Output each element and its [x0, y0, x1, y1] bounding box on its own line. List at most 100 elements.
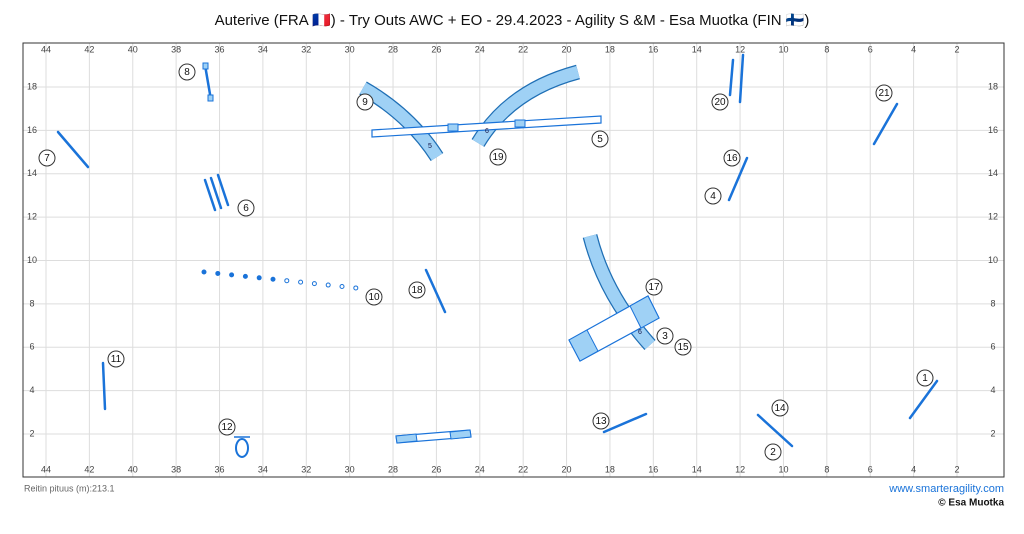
- x-tick-label: 16: [648, 44, 658, 54]
- obstacle-number: 1: [916, 369, 934, 387]
- x-tick-label: 42: [84, 464, 94, 474]
- y-tick-label: 12: [988, 212, 998, 222]
- x-tick-label: 40: [128, 44, 138, 54]
- tunnel: [583, 234, 655, 350]
- number-circle: [408, 281, 426, 299]
- number-label: 6: [243, 203, 249, 214]
- weave-pole: [311, 281, 317, 287]
- jump: [738, 53, 745, 104]
- x-tick-label: 30: [345, 44, 355, 54]
- obstacles-drawing: [56, 53, 939, 458]
- x-tick-label: 6: [868, 44, 873, 54]
- y-tick-label: 14: [27, 168, 37, 178]
- number-label: 2: [770, 447, 776, 458]
- y-tick-label: 2: [990, 428, 995, 438]
- number-circle: [645, 278, 663, 296]
- x-tick-label: 18: [605, 464, 615, 474]
- number-label: 15: [677, 342, 689, 353]
- title: Auterive (FRA 🇫🇷) - Try Outs AWC + EO - …: [215, 12, 810, 29]
- obstacle-number: 14: [771, 399, 789, 417]
- weave-poles: [201, 269, 359, 291]
- jump: [203, 63, 213, 102]
- x-tick-label: 34: [258, 44, 268, 54]
- number-label: 16: [726, 153, 738, 164]
- x-tick-label: 26: [431, 44, 441, 54]
- number-label: 4: [710, 191, 716, 202]
- y-tick-label: 18: [988, 81, 998, 91]
- a-frame-contact: [568, 329, 599, 362]
- y-tick-label: 4: [29, 385, 34, 395]
- number-circle: [592, 412, 610, 430]
- obstacle-number: 2: [764, 443, 782, 461]
- weave-pole: [339, 284, 345, 289]
- weave-pole: [201, 269, 207, 275]
- x-tick-label: 36: [215, 44, 225, 54]
- number-label: 17: [648, 282, 660, 293]
- jump: [101, 361, 107, 411]
- number-circle: [674, 338, 692, 356]
- jump: [728, 58, 735, 97]
- weave-pole: [242, 273, 248, 279]
- y-tick-label: 4: [990, 385, 995, 395]
- x-tick-label: 10: [778, 44, 788, 54]
- tire: [235, 438, 249, 458]
- x-tick-label: 44: [41, 464, 51, 474]
- x-tick-label: 20: [562, 44, 572, 54]
- number-circle: [38, 149, 56, 167]
- y-tick-label: 6: [990, 342, 995, 352]
- seesaw-contact: [449, 429, 472, 440]
- x-tick-label: 14: [692, 464, 702, 474]
- y-tick-label: 16: [988, 125, 998, 135]
- number-label: 19: [492, 152, 504, 163]
- dogwalk-contact: [447, 123, 459, 132]
- obstacle-number: 16: [723, 149, 741, 167]
- x-tick-label: 10: [778, 464, 788, 474]
- number-circle: [218, 418, 236, 436]
- number-label: 14: [774, 403, 786, 414]
- course-length: Reitin pituus (m):213.1: [24, 483, 115, 493]
- x-tick-label: 24: [475, 464, 485, 474]
- obstacle-number: 3: [656, 327, 674, 345]
- x-tick-label: 24: [475, 44, 485, 54]
- obstacle-number: 13: [592, 412, 610, 430]
- x-tick-label: 12: [735, 464, 745, 474]
- obstacle-number: 20: [711, 93, 729, 111]
- number-circle: [178, 63, 196, 81]
- jump: [756, 413, 794, 448]
- tunnel-label: 6: [485, 128, 489, 135]
- number-label: 13: [595, 416, 607, 427]
- obstacle-number: 12: [218, 418, 236, 436]
- x-tick-label: 4: [911, 464, 916, 474]
- number-label: 3: [662, 331, 668, 342]
- y-tick-label: 16: [27, 125, 37, 135]
- obstacle-number: 7: [38, 149, 56, 167]
- obstacle-number: 10: [365, 288, 383, 306]
- x-tick-label: 2: [954, 44, 959, 54]
- number-circle: [771, 399, 789, 417]
- x-tick-label: 22: [518, 464, 528, 474]
- weave-pole: [256, 275, 262, 281]
- x-tick-label: 32: [301, 44, 311, 54]
- jump: [872, 102, 899, 146]
- x-tick-label: 22: [518, 44, 528, 54]
- number-circle: [591, 130, 609, 148]
- number-circle: [723, 149, 741, 167]
- obstacle-number: 8: [178, 63, 196, 81]
- number-circle: [356, 93, 374, 111]
- number-circle: [875, 84, 893, 102]
- a-frame-contact: [629, 295, 660, 329]
- number-label: 12: [221, 422, 233, 433]
- number-label: 5: [597, 134, 603, 145]
- number-label: 9: [362, 97, 368, 108]
- number-circle: [365, 288, 383, 306]
- y-tick-label: 8: [990, 298, 995, 308]
- jump: [209, 176, 223, 210]
- x-tick-label: 12: [735, 44, 745, 54]
- x-tick-label: 44: [41, 44, 51, 54]
- obstacle-number: 15: [674, 338, 692, 356]
- y-tick-label: 6: [29, 342, 34, 352]
- x-tick-label: 36: [215, 464, 225, 474]
- jump: [56, 130, 90, 169]
